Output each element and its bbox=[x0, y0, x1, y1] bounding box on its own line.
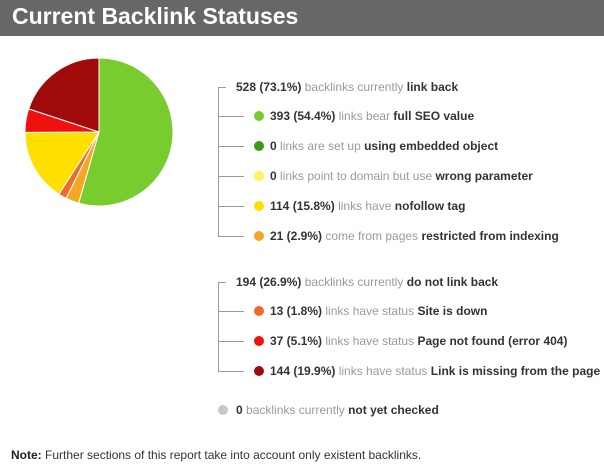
text: come from pages bbox=[325, 229, 419, 243]
text: links point to domain but use bbox=[280, 169, 433, 183]
tree-line bbox=[218, 282, 226, 283]
group-summary-not-checked: 0 backlinks currently not yet checked bbox=[218, 402, 439, 418]
emph: Link is missing from the page bbox=[430, 364, 601, 378]
pie-slice bbox=[28, 57, 100, 133]
status-dot-icon bbox=[218, 405, 228, 415]
emph: do not link back bbox=[406, 275, 499, 289]
count: 0 bbox=[236, 403, 243, 417]
count: 13 (1.8%) bbox=[270, 304, 323, 318]
text: backlinks currently bbox=[246, 403, 345, 417]
group-summary-no-link-back: 194 (26.9%) backlinks currently do not l… bbox=[236, 274, 498, 290]
report-note: Note: Further sections of this report ta… bbox=[11, 448, 421, 462]
tree-line bbox=[218, 371, 244, 372]
tree-line bbox=[218, 341, 244, 342]
count: 0 bbox=[270, 139, 277, 153]
tree-line bbox=[218, 176, 244, 177]
tree-line bbox=[218, 87, 219, 237]
emph: wrong parameter bbox=[435, 169, 533, 183]
tree-line bbox=[218, 206, 244, 207]
pie-slice bbox=[78, 57, 174, 207]
emph: Site is down bbox=[417, 304, 488, 318]
count: 114 (15.8%) bbox=[270, 199, 335, 213]
count: 21 (2.9%) bbox=[270, 229, 323, 243]
text: backlinks currently bbox=[304, 275, 404, 289]
status-item: 114 (15.8%) links have nofollow tag bbox=[254, 198, 465, 214]
status-dot-icon bbox=[254, 201, 264, 211]
text: links bear bbox=[338, 109, 391, 123]
note-text: Further sections of this report take int… bbox=[45, 448, 422, 462]
emph: not yet checked bbox=[348, 403, 439, 417]
text: links have status bbox=[325, 304, 415, 318]
count: 144 (19.9%) bbox=[270, 364, 336, 378]
status-item: 21 (2.9%) come from pages restricted fro… bbox=[254, 228, 559, 244]
emph: link back bbox=[406, 80, 459, 94]
tree-line bbox=[218, 87, 226, 88]
header-bar: Current Backlink Statuses bbox=[0, 0, 604, 36]
status-item: 37 (5.1%) links have status Page not fou… bbox=[254, 333, 567, 349]
emph: nofollow tag bbox=[394, 199, 466, 213]
count: 0 bbox=[270, 169, 277, 183]
tree-line bbox=[218, 282, 219, 371]
text: links have status bbox=[338, 364, 428, 378]
status-pie-chart bbox=[24, 57, 174, 207]
text: links have bbox=[338, 199, 392, 213]
status-dot-icon bbox=[254, 171, 264, 181]
emph: full SEO value bbox=[393, 109, 475, 123]
group-summary-link-back: 528 (73.1%) backlinks currently link bac… bbox=[236, 79, 458, 95]
status-dot-icon bbox=[254, 141, 264, 151]
text: backlinks currently bbox=[304, 80, 404, 94]
count: 393 (54.4%) bbox=[270, 109, 336, 123]
status-dot-icon bbox=[254, 336, 264, 346]
status-dot-icon bbox=[254, 231, 264, 241]
emph: restricted from indexing bbox=[421, 229, 559, 243]
page-title: Current Backlink Statuses bbox=[12, 3, 299, 29]
status-item: 0 links are set up using embedded object bbox=[254, 138, 498, 154]
status-dot-icon bbox=[254, 366, 264, 376]
text: links are set up bbox=[280, 139, 361, 153]
status-item: 0 links point to domain but use wrong pa… bbox=[254, 168, 533, 184]
tree-line bbox=[218, 236, 244, 237]
emph: using embedded object bbox=[364, 139, 499, 153]
count: 528 (73.1%) bbox=[236, 80, 302, 94]
count: 37 (5.1%) bbox=[270, 334, 323, 348]
emph: Page not found (error 404) bbox=[417, 334, 568, 348]
status-item: 144 (19.9%) links have status Link is mi… bbox=[254, 363, 600, 379]
tree-line bbox=[218, 311, 244, 312]
pie-slice bbox=[24, 131, 100, 195]
tree-line bbox=[218, 116, 244, 117]
status-dot-icon bbox=[254, 111, 264, 121]
status-item: 13 (1.8%) links have status Site is down bbox=[254, 303, 487, 319]
text: links have status bbox=[325, 334, 415, 348]
count: 194 (26.9%) bbox=[236, 275, 302, 289]
status-dot-icon bbox=[254, 306, 264, 316]
tree-line bbox=[218, 146, 244, 147]
note-label: Note: bbox=[11, 448, 42, 462]
status-item: 393 (54.4%) links bear full SEO value bbox=[254, 108, 474, 124]
